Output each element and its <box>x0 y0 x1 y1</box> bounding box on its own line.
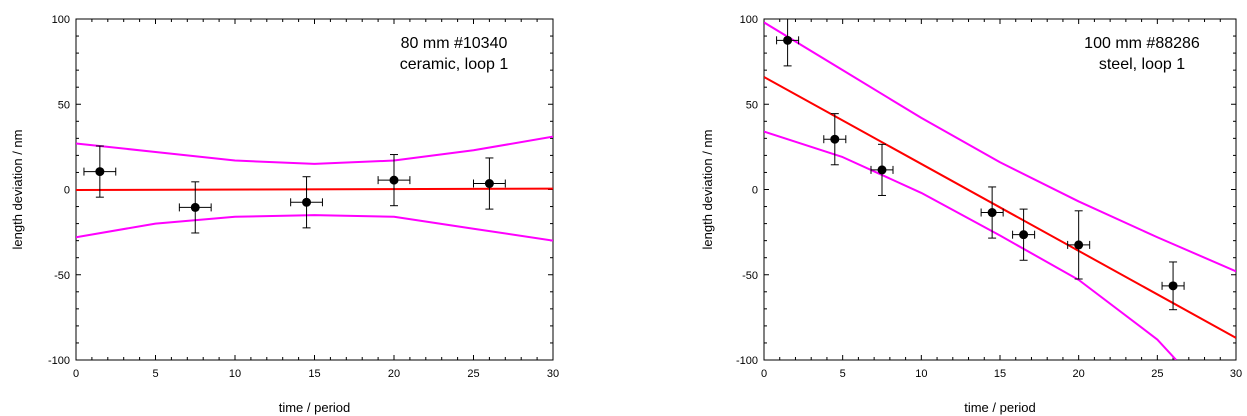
x-tick-label: 15 <box>994 368 1006 380</box>
x-tick-label: 0 <box>73 368 79 380</box>
data-point-group <box>473 157 506 210</box>
y-tick-label: 100 <box>52 14 70 26</box>
x-tick-label: 25 <box>467 368 479 380</box>
x-tick-label: 20 <box>1073 368 1085 380</box>
y-axis-label: length deviation / nm <box>700 130 715 250</box>
annotation-line-2: ceramic, loop 1 <box>400 56 509 73</box>
y-axis-label: length deviation / nm <box>10 130 25 250</box>
data-point-group <box>1161 261 1185 311</box>
y-tick-label: 0 <box>752 185 758 197</box>
data-point <box>484 179 494 189</box>
x-tick-label: 30 <box>1230 368 1242 380</box>
confidence-band-upper <box>76 135 553 165</box>
annotation-line-1: 80 mm #10340 <box>401 35 508 52</box>
y-tick-label: -100 <box>48 355 70 367</box>
data-point <box>389 175 399 185</box>
data-point <box>95 167 105 177</box>
y-tick-label: 100 <box>740 14 758 26</box>
x-axis-label: time / period <box>964 400 1036 415</box>
confidence-band-upper <box>764 21 1236 273</box>
x-tick-label: 10 <box>915 368 927 380</box>
y-tick-label: -100 <box>736 355 758 367</box>
data-point-group <box>776 19 800 67</box>
data-point-group <box>290 176 323 229</box>
data-point-group <box>870 143 894 196</box>
data-point <box>830 134 840 144</box>
fit-line <box>764 76 1236 339</box>
data-point-group <box>83 145 117 198</box>
data-point <box>987 208 997 218</box>
x-tick-label: 0 <box>761 368 767 380</box>
data-point-group <box>1012 208 1036 261</box>
confidence-band-lower <box>764 130 1177 360</box>
data-point <box>190 202 200 212</box>
y-tick-label: -50 <box>742 270 758 282</box>
data-point-group <box>1067 210 1091 280</box>
x-tick-label: 5 <box>840 368 846 380</box>
annotation-line-2: steel, loop 1 <box>1099 56 1185 73</box>
x-axis-label: time / period <box>279 400 351 415</box>
x-tick-label: 5 <box>152 368 158 380</box>
annotation-line-1: 100 mm #88286 <box>1084 35 1200 52</box>
x-tick-label: 25 <box>1151 368 1163 380</box>
data-point <box>1168 281 1178 291</box>
data-point <box>877 165 887 175</box>
data-point <box>783 35 793 45</box>
y-tick-label: 50 <box>58 99 70 111</box>
confidence-band-lower <box>76 214 553 242</box>
y-tick-label: 50 <box>746 99 758 111</box>
data-point-group <box>377 154 411 207</box>
x-tick-label: 20 <box>388 368 400 380</box>
fit-line <box>76 187 553 192</box>
data-point-group <box>178 181 212 234</box>
x-tick-label: 30 <box>547 368 559 380</box>
chart-2: 0 5 10 15 20 25 30 -100 -50 0 50 100 time / period le… <box>700 14 1242 415</box>
x-tick-label: 10 <box>229 368 241 380</box>
plot-area <box>76 135 553 242</box>
x-tick-label: 15 <box>308 368 320 380</box>
data-point <box>1074 240 1084 250</box>
data-point <box>1019 230 1029 240</box>
plot-area <box>764 19 1236 360</box>
data-point-group <box>980 186 1004 239</box>
data-point <box>302 197 312 207</box>
chart-1: 0 5 10 15 20 25 30 -100 -50 0 50 100 time / period le… <box>10 14 559 415</box>
y-tick-label: 0 <box>64 185 70 197</box>
data-point-group <box>823 113 847 166</box>
y-tick-label: -50 <box>54 270 70 282</box>
